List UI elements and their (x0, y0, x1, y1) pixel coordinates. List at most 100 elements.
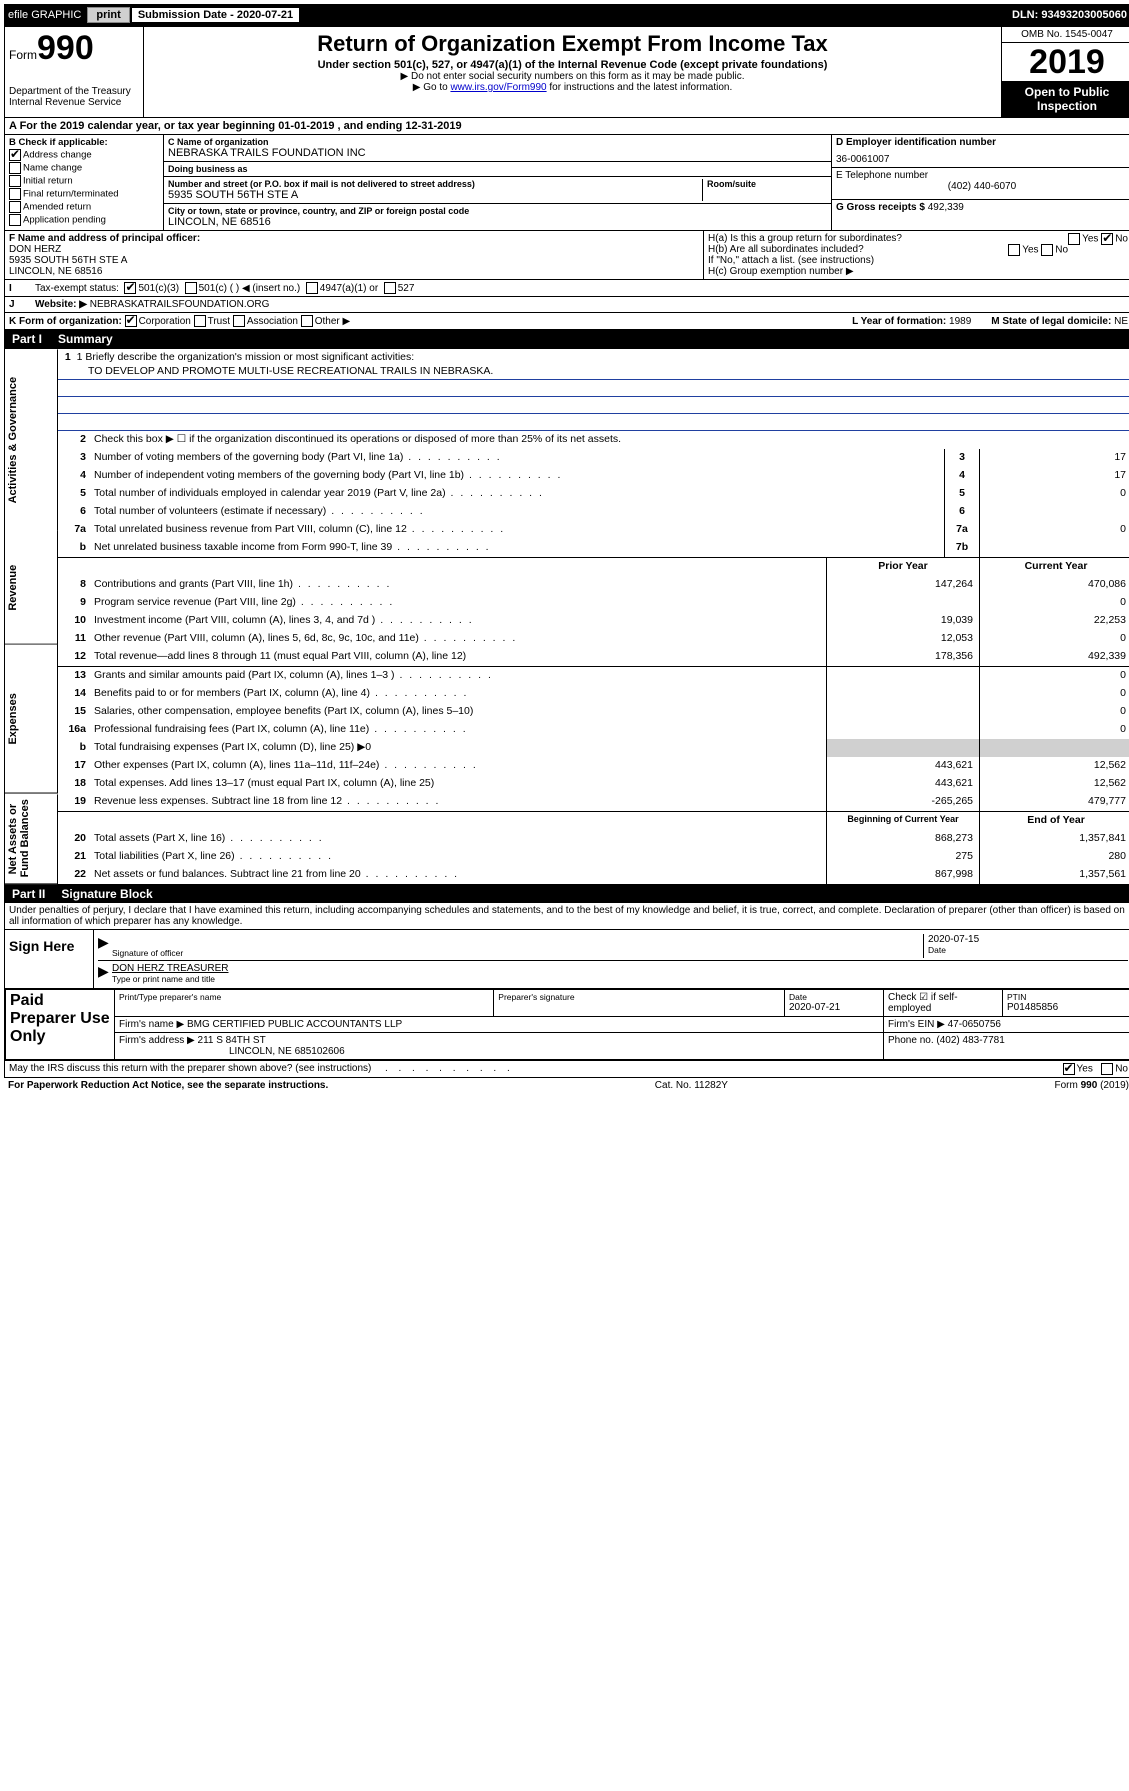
part-number: Part I (12, 332, 42, 346)
form-org-label: K Form of organization: (9, 316, 122, 327)
section-expenses: 13Grants and similar amounts paid (Part … (58, 667, 1129, 812)
line-16a: 16aProfessional fundraising fees (Part I… (58, 721, 1129, 739)
summary-body: 1 1 Briefly describe the organization's … (58, 349, 1129, 884)
line-num: b (58, 739, 90, 757)
note-pre: ▶ Go to (413, 82, 451, 93)
firm-phone-label: Phone no. (888, 1035, 934, 1046)
ssn-note: ▶ Do not enter social security numbers o… (148, 71, 997, 82)
chk-amended[interactable]: Amended return (9, 201, 159, 213)
checkbox-icon[interactable] (185, 282, 197, 294)
officer-signature-field: ▶ Signature of officer 2020-07-15 Date (98, 932, 1128, 961)
ein-value: 36-0061007 (836, 154, 1128, 165)
line-box: 7a (944, 521, 979, 539)
4947-label: 4947(a)(1) or (320, 283, 378, 294)
line-20: 20Total assets (Part X, line 16)868,2731… (58, 830, 1129, 848)
checkbox-icon (9, 201, 21, 213)
checkbox-icon (9, 214, 21, 226)
checkbox-icon[interactable] (124, 282, 136, 294)
line-10: 10Investment income (Part VIII, column (… (58, 612, 1129, 630)
prep-name-cell: Print/Type preparer's name (115, 990, 494, 1017)
checkbox-icon[interactable] (1063, 1063, 1075, 1075)
line-box: 4 (944, 467, 979, 485)
line-num: 4 (58, 467, 90, 485)
checkbox-icon (9, 162, 21, 174)
section-bcd: B Check if applicable: Address change Na… (4, 135, 1129, 231)
part-1-header: Part I Summary (4, 330, 1129, 348)
prior-val: 443,621 (826, 775, 979, 793)
curr-val-shade (979, 739, 1129, 757)
gross-value: 492,339 (928, 202, 964, 213)
firm-name-label: Firm's name ▶ (119, 1019, 184, 1030)
city-value: LINCOLN, NE 68516 (168, 216, 827, 228)
line-13: 13Grants and similar amounts paid (Part … (58, 667, 1129, 685)
checkbox-icon[interactable] (1008, 244, 1020, 256)
website-label: Website: ▶ (35, 299, 87, 310)
section-revenue: Prior YearCurrent Year 8Contributions an… (58, 558, 1129, 667)
checkbox-icon[interactable] (384, 282, 396, 294)
line-desc: Number of voting members of the governin… (90, 449, 944, 467)
cell-gross-receipts: G Gross receipts $ 492,339 (832, 200, 1129, 231)
prior-val: 275 (826, 848, 979, 866)
chk-application[interactable]: Application pending (9, 214, 159, 226)
checkbox-icon[interactable] (1041, 244, 1053, 256)
prior-val (826, 667, 979, 685)
print-button[interactable]: print (87, 7, 129, 23)
corp-label: Corporation (139, 316, 191, 327)
checkbox-icon[interactable] (1101, 233, 1113, 245)
chk-final-return[interactable]: Final return/terminated (9, 188, 159, 200)
ptin-label: PTIN (1007, 992, 1127, 1002)
line-num: 22 (58, 866, 90, 884)
chk-initial-return[interactable]: Initial return (9, 175, 159, 187)
checkbox-icon[interactable] (233, 315, 245, 327)
checkbox-icon[interactable] (1101, 1063, 1113, 1075)
prior-val: 868,273 (826, 830, 979, 848)
mission-blank-1 (58, 380, 1129, 397)
curr-val: 280 (979, 848, 1129, 866)
line-7b: bNet unrelated business taxable income f… (58, 539, 1129, 557)
footer-paperwork: For Paperwork Reduction Act Notice, see … (4, 1078, 1129, 1093)
col-b-title: B Check if applicable: (9, 137, 159, 148)
line-num: 9 (58, 594, 90, 612)
mission-blank-2 (58, 397, 1129, 414)
prior-val: 147,264 (826, 576, 979, 594)
checkbox-icon[interactable] (301, 315, 313, 327)
line-desc: Professional fundraising fees (Part IX, … (90, 721, 826, 739)
form-ref: Form 990 (2019) (1055, 1080, 1129, 1091)
sign-here-label: Sign Here (5, 930, 94, 988)
527-label: 527 (398, 283, 415, 294)
prior-val: 19,039 (826, 612, 979, 630)
col-c-org-info: C Name of organization NEBRASKA TRAILS F… (164, 135, 831, 230)
line-16b: bTotal fundraising expenses (Part IX, co… (58, 739, 1129, 757)
h-b-row: H(b) Are all subordinates included? Yes … (708, 244, 1128, 255)
line-6: 6Total number of volunteers (estimate if… (58, 503, 1129, 521)
sig-date-value: 2020-07-15 (928, 934, 1128, 945)
line-desc: Net unrelated business taxable income fr… (90, 539, 944, 557)
checkbox-icon[interactable] (1068, 233, 1080, 245)
cell-org-name: C Name of organization NEBRASKA TRAILS F… (164, 135, 831, 162)
q1-label: 1 1 Briefly describe the organization's … (58, 349, 1129, 363)
cell-dba: Doing business as (164, 162, 831, 177)
line-desc: Total fundraising expenses (Part IX, col… (90, 739, 826, 757)
header-right: OMB No. 1545-0047 2019 Open to Public In… (1001, 27, 1129, 117)
line-desc: Total assets (Part X, line 16) (90, 830, 826, 848)
col-b-checkboxes: B Check if applicable: Address change Na… (5, 135, 164, 230)
checkbox-icon[interactable] (306, 282, 318, 294)
chk-name-change[interactable]: Name change (9, 162, 159, 174)
curr-val: 0 (979, 594, 1129, 612)
curr-val: 0 (979, 721, 1129, 739)
irs-label: Internal Revenue Service (9, 97, 139, 108)
line-num: 19 (58, 793, 90, 811)
prior-val (826, 685, 979, 703)
yes-label: Yes (1077, 1064, 1093, 1075)
other-label: Other ▶ (315, 316, 350, 327)
checkbox-icon[interactable] (194, 315, 206, 327)
prep-date-cell: Date2020-07-21 (785, 990, 884, 1017)
mission-prompt: 1 Briefly describe the organization's mi… (77, 351, 415, 363)
line-desc: Total unrelated business revenue from Pa… (90, 521, 944, 539)
chk-address-change[interactable]: Address change (9, 149, 159, 161)
part-title: Summary (58, 332, 113, 346)
line-3: 3Number of voting members of the governi… (58, 449, 1129, 467)
checkbox-icon[interactable] (125, 315, 137, 327)
header-left: Form990 Department of the Treasury Inter… (5, 27, 144, 117)
instructions-link[interactable]: www.irs.gov/Form990 (450, 82, 546, 93)
